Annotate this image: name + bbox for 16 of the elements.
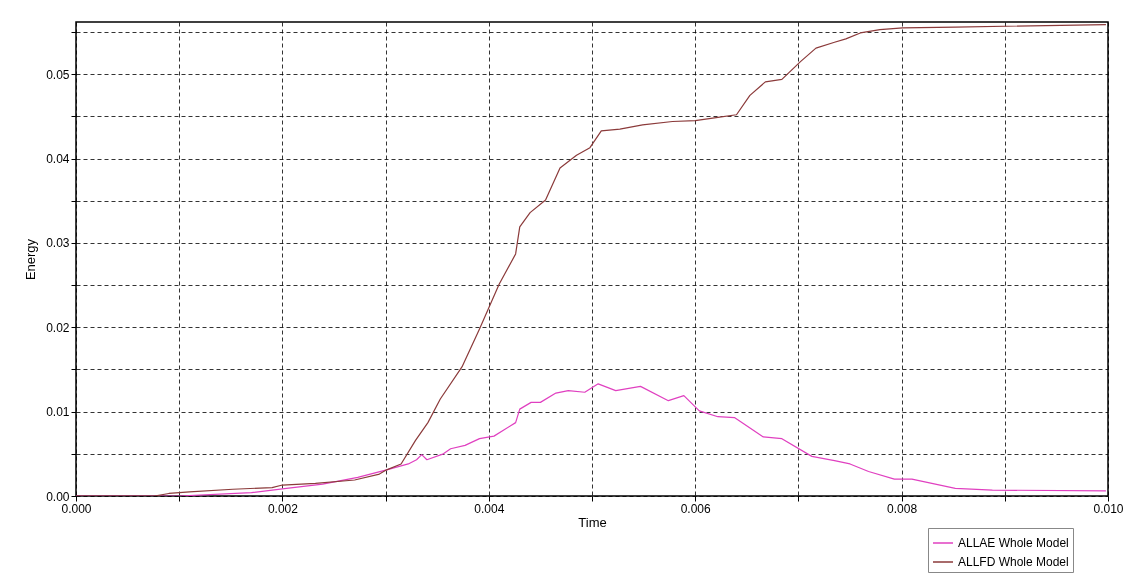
y-tick-label: 0.04: [46, 152, 70, 167]
text: 0.000: [61, 501, 92, 516]
y-tick-label: 0.02: [46, 320, 70, 335]
x-tick-label: 0.006: [680, 501, 712, 516]
y-axis-title: Energy: [23, 238, 39, 281]
y-tick-label: 0.01: [46, 405, 70, 420]
y-tick-label: 0.03: [46, 236, 70, 251]
x-axis-title: Time: [578, 514, 607, 530]
x-tick-label: 0.002: [267, 501, 299, 516]
x-tick-label: 0.004: [474, 501, 505, 516]
x-tick-label: 0.010: [1093, 501, 1124, 516]
x-tick-label: 0.008: [887, 501, 918, 516]
legend-label: ALLFD Whole Model: [958, 555, 1069, 569]
y-tick-label: 0.00: [46, 489, 70, 504]
y-tick-label: 0.05: [46, 67, 70, 82]
legend-label: ALLAE Whole Model: [958, 536, 1069, 550]
